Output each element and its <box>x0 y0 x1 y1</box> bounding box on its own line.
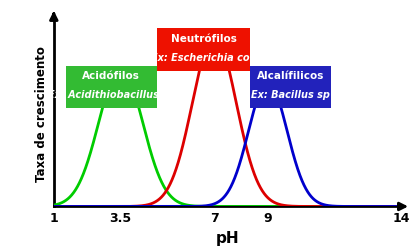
FancyBboxPatch shape <box>66 66 157 109</box>
Text: Neutrófilos: Neutrófilos <box>170 34 236 43</box>
Text: Ex: Bacillus sp: Ex: Bacillus sp <box>251 90 329 100</box>
Y-axis label: Taxa de crescimento: Taxa de crescimento <box>35 46 48 181</box>
Text: Alcalífilicos: Alcalífilicos <box>256 71 323 81</box>
FancyBboxPatch shape <box>250 66 330 109</box>
Text: Acidófilos: Acidófilos <box>82 71 140 81</box>
Text: Ex: Escherichia coli: Ex: Escherichia coli <box>151 52 256 62</box>
Text: Ex: Acidithiobacillus sp: Ex: Acidithiobacillus sp <box>48 90 174 100</box>
FancyBboxPatch shape <box>157 29 250 72</box>
X-axis label: pH: pH <box>215 230 239 245</box>
